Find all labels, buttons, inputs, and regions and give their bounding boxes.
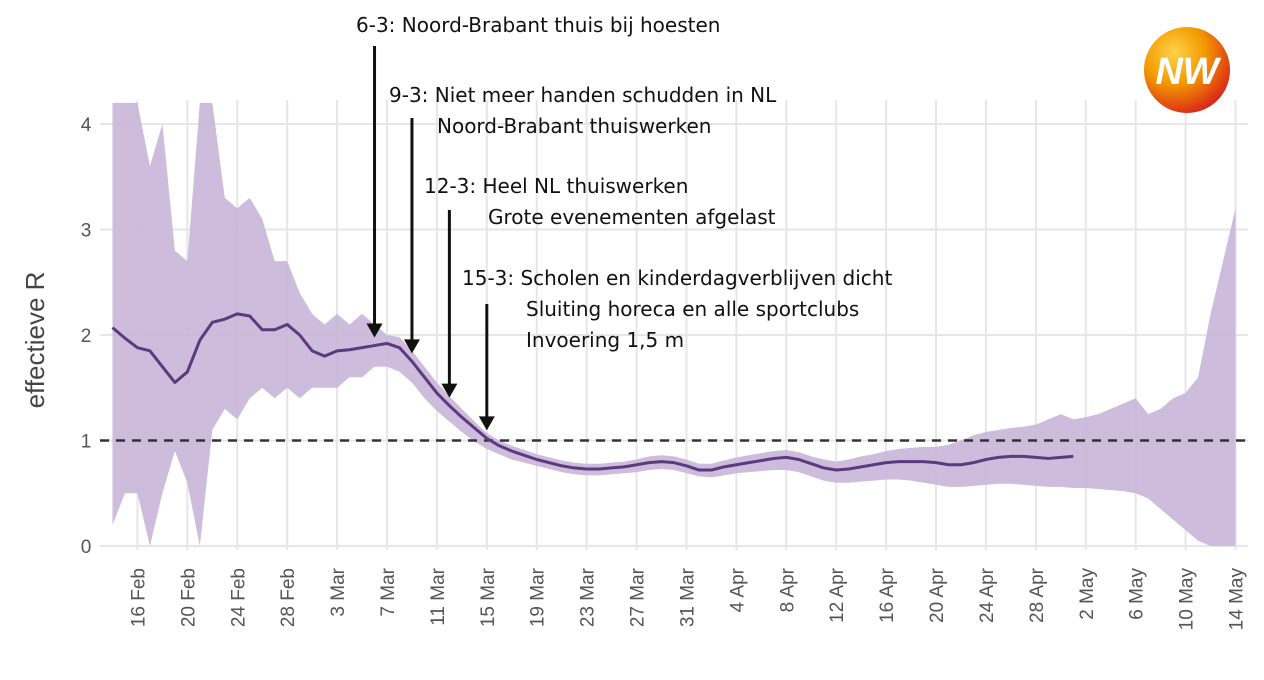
x-tick-label-19: 2 May <box>1077 568 1098 620</box>
x-tick-label-14: 12 Apr <box>827 567 848 623</box>
annotation-2-line-1: Grote evenementen afgelast <box>488 205 776 229</box>
y-tick-label-1: 1 <box>81 432 92 453</box>
annotation-3-line-1: Sluiting horeca en alle sportclubs <box>526 297 859 321</box>
line-layer <box>111 312 1074 472</box>
nw-logo: NW <box>1144 27 1230 113</box>
y-axis-label: effectieve R <box>20 272 50 409</box>
x-tick-label-17: 24 Apr <box>977 567 998 623</box>
annotation-arrow-head-1 <box>403 339 420 354</box>
annotations: 6-3: Noord-Brabant thuis bij hoesten 9-3:… <box>356 13 892 431</box>
y-tick-label-0: 0 <box>81 537 92 558</box>
y-tick-label-3: 3 <box>81 221 92 242</box>
x-tick-label-1: 20 Feb <box>178 568 199 627</box>
x-tick-label-13: 8 Apr <box>777 567 798 612</box>
annotation-arrow-head-3 <box>478 416 495 431</box>
annotation-3-line-2: Invoering 1,5 m <box>526 328 684 352</box>
x-tick-label-16: 20 Apr <box>927 567 948 623</box>
x-tick-label-18: 28 Apr <box>1027 567 1048 623</box>
annotation-2-line-0: 12-3: Heel NL thuiswerken <box>424 174 688 198</box>
x-tick-label-6: 11 Mar <box>428 567 449 625</box>
x-tick-label-8: 19 Mar <box>528 567 549 627</box>
x-tick-label-5: 7 Mar <box>378 567 399 616</box>
x-tick-label-4: 3 Mar <box>328 567 349 616</box>
x-tick-label-0: 16 Feb <box>128 568 149 627</box>
x-tick-label-10: 27 Mar <box>628 567 649 627</box>
logo-badge <box>1144 27 1230 113</box>
x-tick-label-11: 31 Mar <box>677 567 698 627</box>
x-tick-label-9: 23 Mar <box>578 567 599 627</box>
annotation-arrow-head-2 <box>441 383 458 398</box>
annotation-0-line-0: 6-3: Noord-Brabant thuis bij hoesten <box>356 13 720 37</box>
x-tick-labels: 16 Feb 20 Feb 24 Feb 28 Feb 3 Mar 7 Mar 11 Mar… <box>128 567 1247 630</box>
x-tick-label-12: 4 Apr <box>727 567 748 612</box>
y-tick-labels: 0 1 2 3 4 <box>81 115 92 558</box>
x-tick-label-15: 16 Apr <box>877 567 898 623</box>
annotation-1-line-1: Noord-Brabant thuiswerken <box>437 114 711 138</box>
x-tick-label-3: 28 Feb <box>278 568 299 627</box>
x-tick-label-2: 24 Feb <box>228 568 249 627</box>
x-tick-label-7: 15 Mar <box>478 567 499 627</box>
logo-text: NW <box>1155 51 1221 93</box>
confidence-band <box>112 102 1236 547</box>
series-line-0 <box>111 312 1074 472</box>
x-tick-label-21: 10 May <box>1177 568 1198 631</box>
y-tick-label-2: 2 <box>81 326 92 347</box>
annotation-1-line-0: 9-3: Niet meer handen schudden in NL <box>389 83 777 107</box>
x-tick-label-20: 6 May <box>1127 568 1148 620</box>
band-layer <box>112 102 1236 547</box>
annotation-arrow-head-0 <box>366 323 383 338</box>
annotation-3-line-0: 15-3: Scholen en kinderdagverblijven dic… <box>462 266 892 290</box>
y-tick-label-4: 4 <box>81 115 92 136</box>
x-tick-label-22: 14 May <box>1227 568 1248 631</box>
